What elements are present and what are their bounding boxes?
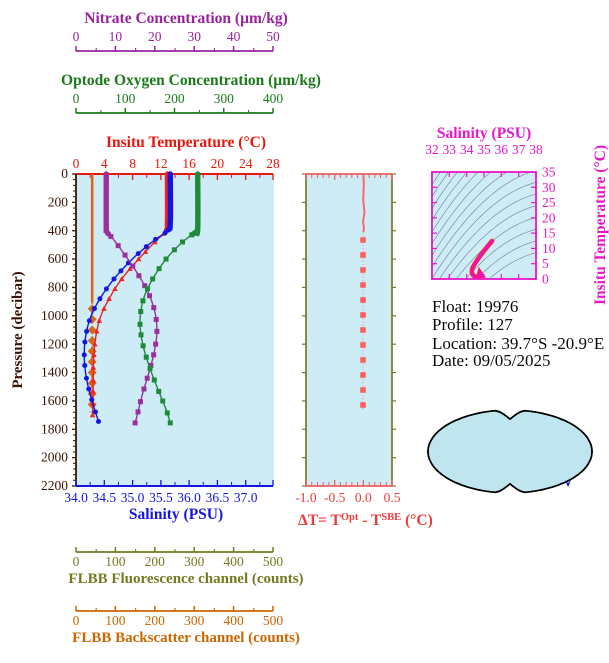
svg-text:Salinity (PSU): Salinity (PSU) [437,125,531,142]
svg-text:5: 5 [542,256,549,271]
svg-text:200: 200 [48,195,69,210]
svg-text:30: 30 [187,29,201,44]
svg-text:36.5: 36.5 [206,490,230,505]
svg-text:Insitu Temperature (°C): Insitu Temperature (°C) [106,134,266,151]
svg-text:4: 4 [101,156,108,171]
svg-text:33: 33 [443,142,457,157]
svg-text:16: 16 [182,156,196,171]
svg-text:Float: 19976: Float: 19976 [432,297,518,316]
svg-text:25: 25 [542,195,556,210]
svg-text:24: 24 [239,156,253,171]
svg-text:100: 100 [105,613,126,628]
svg-text:30: 30 [542,180,556,195]
svg-text:0: 0 [73,91,80,106]
svg-text:10: 10 [109,29,123,44]
svg-text:20: 20 [542,210,556,225]
svg-text:0: 0 [73,613,80,628]
svg-text:2000: 2000 [41,450,68,465]
svg-text:50: 50 [266,29,280,44]
svg-text:36.0: 36.0 [177,490,201,505]
svg-text:37: 37 [512,142,526,157]
svg-text:15: 15 [542,226,556,241]
svg-text:38: 38 [529,142,543,157]
svg-text:100: 100 [115,91,136,106]
svg-text:400: 400 [223,613,244,628]
svg-text:Salinity (PSU): Salinity (PSU) [129,506,223,523]
svg-text:0: 0 [73,156,80,171]
svg-text:400: 400 [48,223,69,238]
svg-text:800: 800 [48,280,69,295]
svg-text:-1.0: -1.0 [295,490,317,505]
svg-text:600: 600 [48,251,69,266]
svg-text:36: 36 [495,142,509,157]
svg-text:0: 0 [73,554,80,569]
svg-text:40: 40 [227,29,241,44]
svg-text:300: 300 [184,613,205,628]
svg-text:34.0: 34.0 [64,490,88,505]
svg-text:1600: 1600 [41,393,68,408]
svg-text:20: 20 [148,29,162,44]
svg-text:0.0: 0.0 [355,490,372,505]
svg-text:35.0: 35.0 [121,490,145,505]
svg-text:0: 0 [542,272,549,287]
svg-text:200: 200 [145,554,166,569]
svg-text:200: 200 [145,613,166,628]
svg-text:32: 32 [425,142,439,157]
svg-text:400: 400 [263,91,284,106]
svg-text:-0.5: -0.5 [324,490,346,505]
svg-text:500: 500 [263,613,284,628]
svg-text:0.5: 0.5 [384,490,401,505]
svg-text:ΔT= TOpt - TSBE (°C): ΔT= TOpt - TSBE (°C) [298,512,433,530]
svg-text:8: 8 [129,156,136,171]
svg-text:Profile: 127: Profile: 127 [432,315,513,334]
svg-text:34: 34 [460,142,474,157]
svg-text:100: 100 [105,554,126,569]
svg-text:FLBB Fluorescence channel (cou: FLBB Fluorescence channel (counts) [68,571,303,587]
svg-text:1400: 1400 [41,365,68,380]
svg-text:Pressure (decibar): Pressure (decibar) [10,271,26,388]
svg-text:0: 0 [61,166,68,181]
svg-text:1200: 1200 [41,336,68,351]
svg-text:300: 300 [184,554,205,569]
svg-text:300: 300 [214,91,235,106]
svg-text:Insitu Temperature (°C): Insitu Temperature (°C) [592,145,609,305]
svg-text:12: 12 [154,156,168,171]
svg-text:1800: 1800 [41,421,68,436]
svg-text:500: 500 [263,554,284,569]
svg-text:Nitrate Concentration (µm/kg): Nitrate Concentration (µm/kg) [84,10,288,27]
svg-text:28: 28 [266,156,280,171]
svg-text:0: 0 [73,29,80,44]
svg-text:35: 35 [477,142,491,157]
svg-text:FLBB Backscatter channel (coun: FLBB Backscatter channel (counts) [72,630,300,646]
svg-text:Date: 09/05/2025: Date: 09/05/2025 [432,351,551,370]
svg-text:200: 200 [164,91,185,106]
svg-text:Optode Oxygen Concentration (µ: Optode Oxygen Concentration (µm/kg) [61,72,321,89]
svg-text:20: 20 [211,156,225,171]
svg-text:34.5: 34.5 [92,490,116,505]
svg-text:10: 10 [542,241,556,256]
svg-text:35.5: 35.5 [149,490,173,505]
svg-text:35: 35 [542,165,556,180]
svg-text:37.0: 37.0 [234,490,258,505]
svg-text:400: 400 [223,554,244,569]
svg-text:1000: 1000 [41,308,68,323]
